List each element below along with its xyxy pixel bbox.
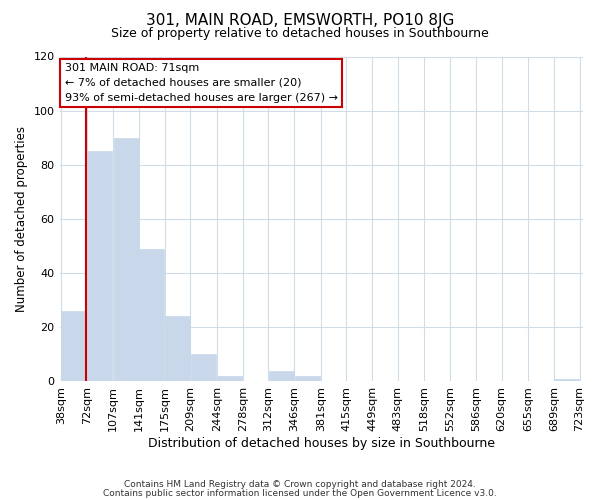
Text: Size of property relative to detached houses in Southbourne: Size of property relative to detached ho… [111, 28, 489, 40]
Bar [217, 376, 242, 382]
Bar [554, 379, 579, 382]
Bar [191, 354, 216, 382]
Text: Contains public sector information licensed under the Open Government Licence v3: Contains public sector information licen… [103, 488, 497, 498]
Y-axis label: Number of detached properties: Number of detached properties [15, 126, 28, 312]
Bar [295, 376, 320, 382]
Bar [113, 138, 139, 382]
Text: Contains HM Land Registry data © Crown copyright and database right 2024.: Contains HM Land Registry data © Crown c… [124, 480, 476, 489]
Text: 301, MAIN ROAD, EMSWORTH, PO10 8JG: 301, MAIN ROAD, EMSWORTH, PO10 8JG [146, 12, 454, 28]
Bar [61, 311, 86, 382]
Bar [139, 249, 164, 382]
Bar [165, 316, 190, 382]
Bar [269, 370, 294, 382]
Text: 301 MAIN ROAD: 71sqm
← 7% of detached houses are smaller (20)
93% of semi-detach: 301 MAIN ROAD: 71sqm ← 7% of detached ho… [65, 63, 338, 102]
Bar [87, 152, 112, 382]
X-axis label: Distribution of detached houses by size in Southbourne: Distribution of detached houses by size … [148, 437, 495, 450]
